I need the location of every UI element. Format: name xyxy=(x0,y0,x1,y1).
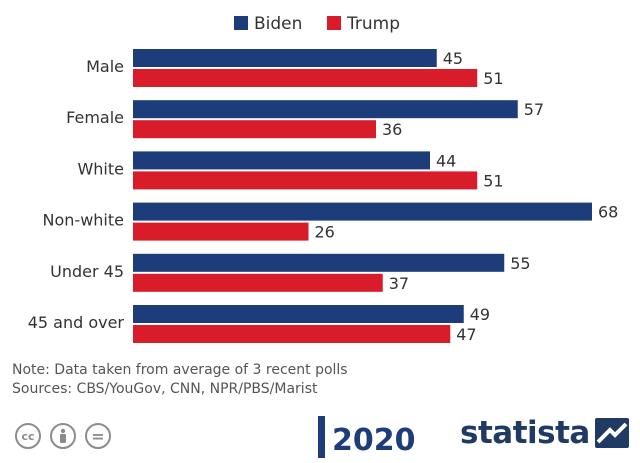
value-label-biden-white: 44 xyxy=(436,151,456,170)
bar-trump-female xyxy=(133,120,376,139)
legend: Biden Trump xyxy=(234,14,400,34)
category-labels: Male Female White Non-white Under 45 45 and o… xyxy=(28,57,125,332)
chart: Biden Trump Male Female White Non-white Under… xyxy=(28,14,619,344)
category-label-white: White xyxy=(77,159,124,178)
bar-trump-white xyxy=(133,171,478,190)
statista-logo[interactable]: statista xyxy=(460,415,629,451)
value-label-trump-45-and-over: 47 xyxy=(456,325,476,344)
category-label-non-white: Non-white xyxy=(43,211,124,230)
bar-biden-male xyxy=(133,49,437,67)
statista-icon xyxy=(594,418,629,448)
election-2020-logo: 2020 xyxy=(318,416,436,463)
equals-icon[interactable]: = xyxy=(85,423,111,449)
license-icons: cc = xyxy=(15,423,111,449)
legend-swatch-trump xyxy=(327,16,341,30)
value-label-trump-white: 51 xyxy=(483,171,503,190)
bar-biden-white xyxy=(133,151,430,170)
value-label-biden-under-45: 55 xyxy=(510,254,530,273)
bar-trump-under-45 xyxy=(133,273,383,292)
value-label-trump-under-45: 37 xyxy=(389,274,409,293)
bars xyxy=(133,49,592,343)
bar-biden-non-white xyxy=(133,202,592,221)
statista-wordmark: statista xyxy=(460,415,590,451)
value-label-trump-male: 51 xyxy=(483,69,503,88)
legend-swatch-biden xyxy=(234,16,248,30)
category-label-female: Female xyxy=(66,108,124,127)
chart-note: Note: Data taken from average of 3 recen… xyxy=(12,362,348,378)
chart-sources: Sources: CBS/YouGov, CNN, NPR/PBS/Marist xyxy=(12,381,318,397)
category-label-45-and-over: 45 and over xyxy=(28,313,125,332)
cc-icon[interactable]: cc xyxy=(15,423,41,449)
legend-label-trump: Trump xyxy=(346,14,400,34)
value-label-biden-female: 57 xyxy=(524,100,544,119)
bar-biden-under-45 xyxy=(133,253,505,272)
value-label-biden-non-white: 68 xyxy=(598,203,618,222)
value-label-trump-female: 36 xyxy=(382,120,402,139)
category-label-male: Male xyxy=(86,57,124,76)
legend-label-biden: Biden xyxy=(254,14,302,34)
value-label-biden-45-and-over: 49 xyxy=(470,305,490,324)
bar-biden-female xyxy=(133,100,518,119)
category-label-under-45: Under 45 xyxy=(50,262,124,281)
election-logo-text: 2020 xyxy=(332,423,416,458)
bar-trump-male xyxy=(133,69,478,87)
value-label-biden-male: 45 xyxy=(443,49,463,68)
person-icon[interactable] xyxy=(50,423,76,449)
bar-trump-non-white xyxy=(133,222,309,241)
bar-trump-45-and-over xyxy=(133,325,451,343)
value-label-trump-non-white: 26 xyxy=(315,223,335,242)
bar-biden-45-and-over xyxy=(133,305,464,323)
